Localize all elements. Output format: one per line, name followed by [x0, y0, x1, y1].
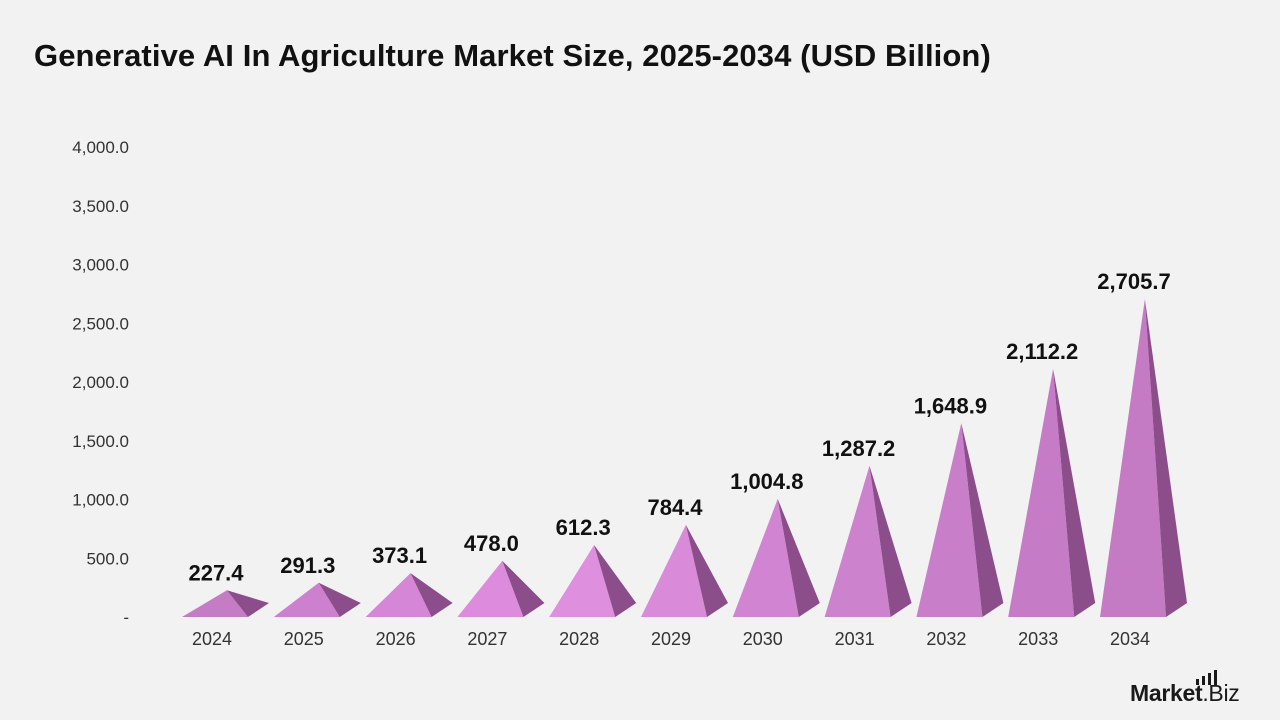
data-labels: 227.4 291.3 373.1 478.0 612.3 784.4 1,004.8 1,2…	[188, 269, 1170, 585]
pyramid-bar	[549, 545, 637, 617]
x-axis: 2024 2025 2026 2027 2028 2029 2030 2031 2032 2033…	[192, 629, 1150, 649]
pyramid-bar	[182, 590, 269, 617]
pyramid-side-face	[502, 560, 545, 617]
pyramid-front-face	[824, 465, 891, 617]
pyramid-front-face	[182, 590, 248, 617]
y-tick-label: 500.0	[86, 549, 129, 568]
y-tick-label: 3,500.0	[72, 197, 129, 216]
x-tick-label: 2032	[926, 629, 966, 649]
pyramid-front-face	[1100, 299, 1166, 617]
pyramid-front-face	[1008, 368, 1075, 617]
data-label: 1,004.8	[730, 469, 803, 494]
x-tick-label: 2029	[651, 629, 691, 649]
data-label: 227.4	[188, 560, 244, 585]
pyramid-bar	[732, 498, 820, 617]
pyramid-side-face	[410, 573, 453, 617]
data-label: 1,648.9	[914, 393, 987, 418]
pyramid-front-face	[365, 573, 432, 617]
pyramid-side-face	[1053, 368, 1096, 617]
x-tick-label: 2033	[1018, 629, 1058, 649]
pyramid-bar	[1008, 368, 1096, 617]
pyramid-side-face	[961, 423, 1004, 617]
x-tick-label: 2027	[467, 629, 507, 649]
pyramid-front-face	[732, 498, 799, 617]
pyramid-bar	[641, 524, 728, 617]
data-label: 784.4	[647, 495, 703, 520]
bar-chart-logo-icon	[1196, 670, 1217, 685]
brand-name: Market	[1130, 680, 1203, 706]
pyramid-bars	[182, 299, 1187, 617]
x-tick-label: 2026	[376, 629, 416, 649]
pyramid-bar	[273, 582, 361, 617]
pyramid-side-face	[226, 590, 269, 617]
pyramid-bar	[365, 573, 453, 617]
x-tick-label: 2034	[1110, 629, 1150, 649]
data-label: 2,112.2	[1006, 339, 1078, 364]
pyramid-bar	[916, 423, 1004, 617]
x-tick-label: 2028	[559, 629, 599, 649]
pyramid-bar	[1100, 299, 1187, 617]
y-tick-label: 1,000.0	[72, 491, 129, 510]
x-tick-label: 2030	[743, 629, 783, 649]
y-tick-label: 2,000.0	[72, 373, 129, 392]
data-label: 612.3	[556, 515, 611, 540]
pyramid-side-face	[594, 545, 637, 617]
pyramid-front-face	[549, 545, 616, 617]
pyramid-side-face	[685, 524, 728, 617]
y-tick-label: 3,000.0	[72, 256, 129, 275]
x-tick-label: 2031	[835, 629, 875, 649]
data-label: 291.3	[280, 553, 335, 578]
pyramid-front-face	[273, 582, 340, 617]
pyramid-front-face	[641, 524, 707, 617]
x-tick-label: 2024	[192, 629, 232, 649]
brand-logo: Market.Biz	[1130, 668, 1260, 712]
pyramid-bar	[457, 560, 545, 617]
chart-title: Generative AI In Agriculture Market Size…	[34, 38, 991, 73]
pyramid-side-face	[869, 465, 912, 617]
x-tick-label: 2025	[284, 629, 324, 649]
pyramid-side-face	[1144, 299, 1187, 617]
pyramid-front-face	[457, 560, 524, 617]
pyramid-front-face	[916, 423, 983, 617]
data-label: 373.1	[372, 543, 427, 568]
data-label: 1,287.2	[822, 436, 895, 461]
y-tick-label: 1,500.0	[72, 432, 129, 451]
pyramid-side-face	[777, 498, 820, 617]
y-axis: - 500.0 1,000.0 1,500.0 2,000.0 2,500.0 3,000.…	[72, 138, 129, 627]
pyramid-bar	[824, 465, 912, 617]
data-label: 478.0	[464, 531, 519, 556]
y-tick-label: 2,500.0	[72, 314, 129, 333]
y-tick-label: 4,000.0	[72, 138, 129, 157]
y-tick-label: -	[123, 608, 129, 627]
pyramid-side-face	[318, 582, 361, 617]
data-label: 2,705.7	[1097, 269, 1170, 294]
